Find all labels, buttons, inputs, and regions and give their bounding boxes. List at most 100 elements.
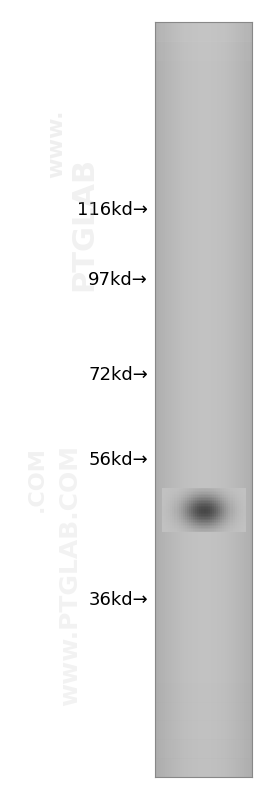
Bar — [235, 523, 237, 525]
Bar — [164, 529, 167, 531]
Bar — [185, 499, 187, 500]
Bar — [179, 527, 181, 530]
Bar — [220, 516, 223, 518]
Bar — [199, 495, 202, 497]
Bar — [181, 515, 183, 516]
Bar — [233, 510, 235, 512]
Bar — [212, 519, 214, 521]
Bar — [170, 490, 173, 491]
Bar — [183, 510, 185, 512]
Bar — [206, 504, 208, 506]
Bar — [185, 519, 187, 521]
Bar — [214, 517, 216, 519]
Bar — [235, 497, 237, 499]
Bar — [202, 22, 204, 777]
Bar — [193, 507, 196, 509]
Bar — [172, 529, 175, 531]
Bar — [168, 515, 171, 516]
Bar — [218, 531, 221, 532]
Bar — [168, 523, 171, 525]
Bar — [230, 495, 233, 497]
Bar — [208, 503, 210, 504]
Bar — [185, 501, 187, 503]
Bar — [174, 507, 177, 509]
Bar — [183, 531, 185, 532]
Bar — [183, 526, 185, 528]
Bar — [170, 511, 173, 513]
Bar — [170, 522, 173, 523]
Bar — [166, 497, 169, 499]
Bar — [191, 515, 194, 516]
Bar — [214, 522, 216, 523]
Bar — [187, 490, 190, 491]
Bar — [233, 490, 235, 491]
Bar — [193, 501, 196, 503]
Bar — [201, 520, 204, 522]
Bar — [199, 523, 202, 525]
Bar — [193, 529, 196, 531]
Bar — [179, 494, 181, 495]
Bar — [241, 508, 243, 511]
Bar — [241, 523, 243, 525]
Bar — [181, 488, 183, 490]
Bar — [187, 497, 190, 499]
Bar — [174, 504, 177, 506]
Bar — [181, 507, 183, 509]
Bar — [172, 513, 175, 515]
Bar — [206, 499, 208, 502]
Bar — [206, 22, 208, 777]
Bar — [226, 497, 229, 499]
Bar — [222, 503, 225, 504]
Bar — [226, 531, 229, 532]
Bar — [162, 504, 165, 506]
Bar — [235, 508, 237, 511]
Bar — [220, 527, 223, 530]
Bar — [164, 527, 167, 530]
Bar — [228, 506, 231, 507]
Bar — [212, 503, 214, 504]
Bar — [206, 531, 208, 532]
Bar — [166, 525, 169, 527]
Bar — [187, 504, 190, 506]
Bar — [235, 511, 237, 513]
Bar — [216, 504, 218, 506]
Text: 36kd→: 36kd→ — [88, 591, 148, 609]
Bar — [191, 488, 194, 490]
Bar — [170, 497, 173, 499]
Bar — [216, 511, 218, 513]
Bar — [237, 492, 239, 494]
Bar — [218, 508, 221, 511]
Bar — [204, 494, 206, 495]
Bar — [226, 515, 229, 516]
Bar — [228, 488, 231, 490]
Bar — [239, 491, 241, 493]
Bar — [168, 531, 171, 532]
Bar — [189, 490, 192, 491]
Bar — [161, 22, 163, 777]
Bar — [193, 488, 196, 490]
Bar — [237, 529, 239, 531]
Bar — [179, 506, 181, 507]
Bar — [174, 526, 177, 528]
Bar — [220, 515, 223, 516]
Bar — [241, 527, 243, 530]
Bar — [233, 503, 235, 504]
Bar — [191, 527, 194, 530]
Bar — [189, 522, 192, 523]
Bar — [210, 522, 212, 523]
Bar — [201, 517, 204, 519]
Bar — [228, 513, 231, 515]
Bar — [162, 490, 165, 491]
Bar — [241, 497, 243, 499]
Bar — [204, 511, 206, 513]
Bar — [216, 517, 218, 519]
Bar — [226, 499, 229, 500]
Bar — [187, 491, 190, 493]
Bar — [204, 513, 206, 515]
Bar — [235, 499, 237, 500]
Bar — [170, 495, 173, 497]
Bar — [210, 501, 212, 503]
Bar — [212, 527, 214, 530]
Bar — [195, 516, 198, 518]
Bar — [230, 508, 233, 511]
